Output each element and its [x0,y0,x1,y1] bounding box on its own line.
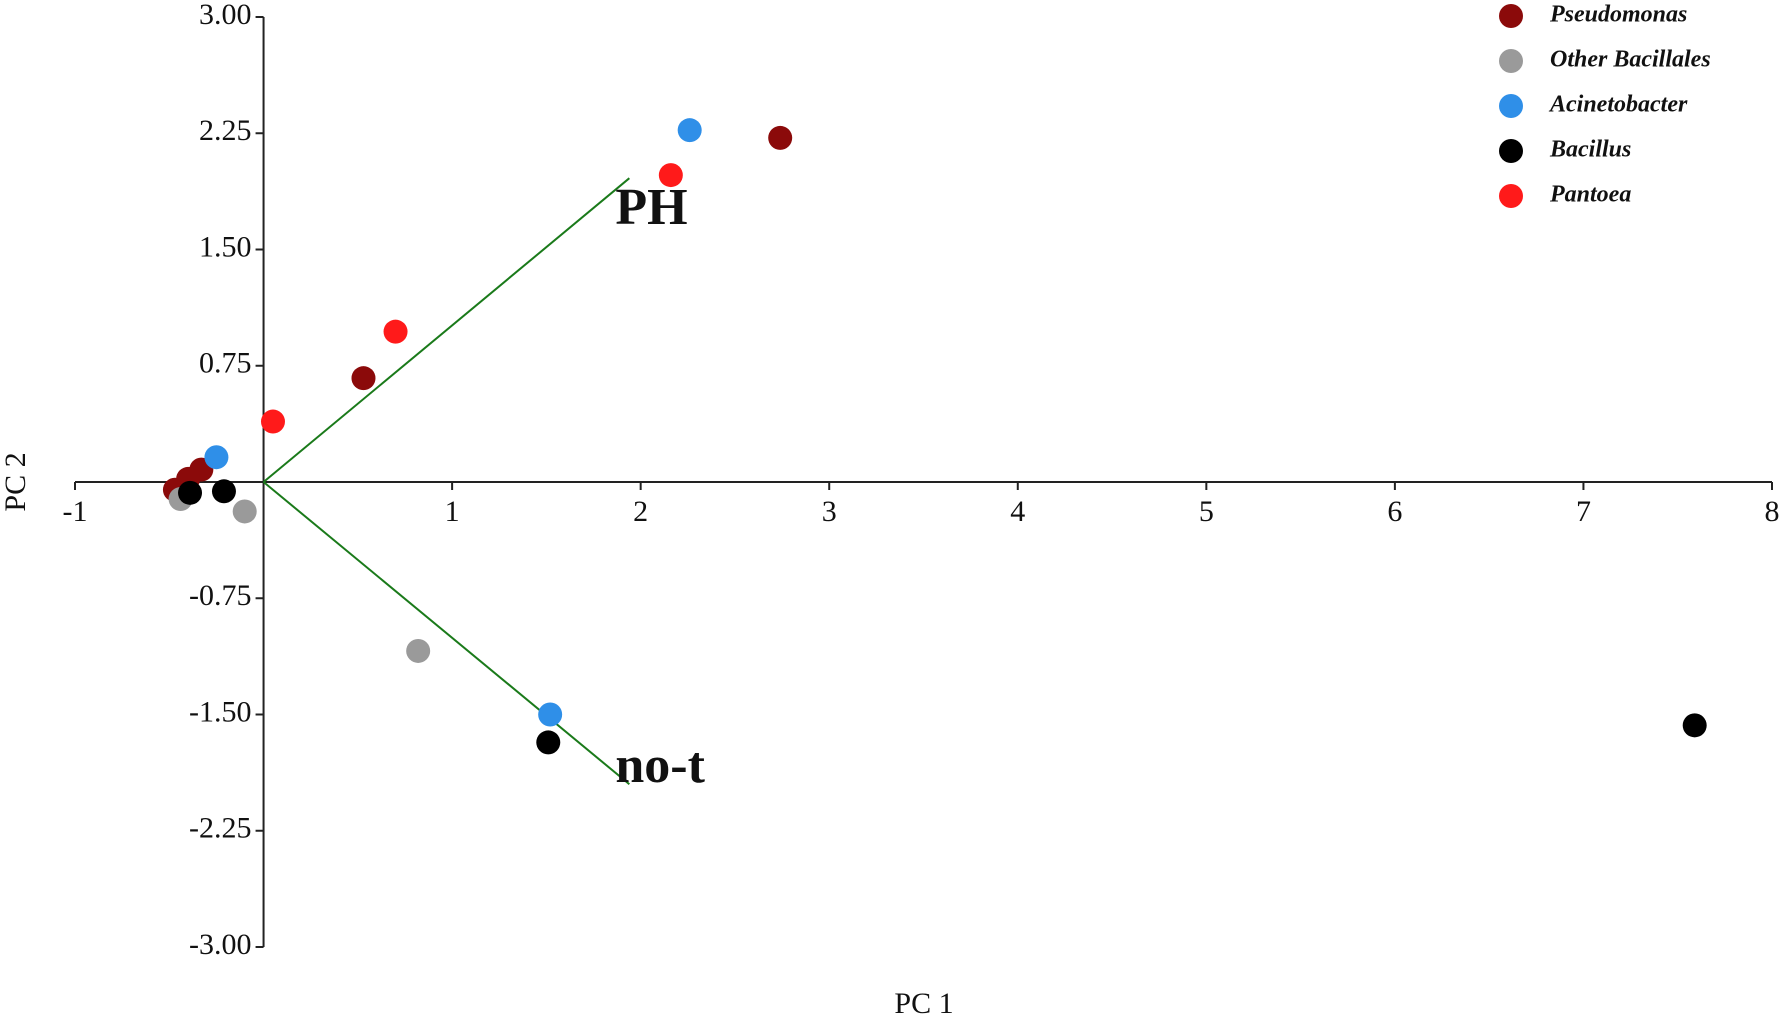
data-point [406,638,431,663]
data-point [536,730,561,755]
legend-marker [1499,184,1523,208]
legend-label: Pseudomonas [1549,2,1687,28]
data-point [211,479,236,504]
y-tick-label: 3.00 [199,0,252,31]
data-point [768,125,793,150]
legend-marker [1499,4,1523,28]
x-tick-label: 5 [1199,495,1214,528]
x-tick-label: 8 [1765,495,1780,528]
data-point [538,702,563,727]
data-point [677,118,702,143]
legend-label: Other Bacillales [1550,47,1711,73]
x-axis-label: PC 1 [894,987,953,1020]
data-point [383,319,408,344]
data-point [351,366,376,391]
x-tick-label: -1 [63,495,88,528]
data-point [232,499,257,524]
legend-marker [1499,49,1523,73]
y-tick-label: -1.50 [189,695,252,728]
legend-marker [1499,94,1523,118]
data-point [1682,713,1707,738]
y-tick-label: -0.75 [189,579,252,612]
data-point [260,409,285,434]
data-point [204,445,229,470]
vector-label: no-t [615,737,705,794]
x-tick-label: 4 [1010,495,1025,528]
vector-label: PH [615,179,687,236]
x-tick-label: 6 [1387,495,1402,528]
y-tick-label: 0.75 [199,347,252,380]
legend-label: Pantoea [1549,182,1631,208]
legend-label: Bacillus [1549,137,1631,163]
data-point [178,480,203,505]
y-tick-label: 2.25 [199,114,252,147]
data-point [658,163,683,188]
legend-label: Acinetobacter [1548,92,1688,118]
y-tick-label: -2.25 [189,812,252,845]
loading-vector [262,481,630,786]
y-tick-label: 1.50 [199,230,252,263]
x-tick-label: 1 [445,495,460,528]
x-tick-label: 7 [1576,495,1591,528]
x-tick-label: 2 [633,495,648,528]
legend-marker [1499,139,1523,163]
y-tick-label: -3.00 [189,928,252,961]
loading-vector [262,177,630,483]
x-tick-label: 3 [822,495,837,528]
y-axis-label: PC 2 [0,452,32,511]
